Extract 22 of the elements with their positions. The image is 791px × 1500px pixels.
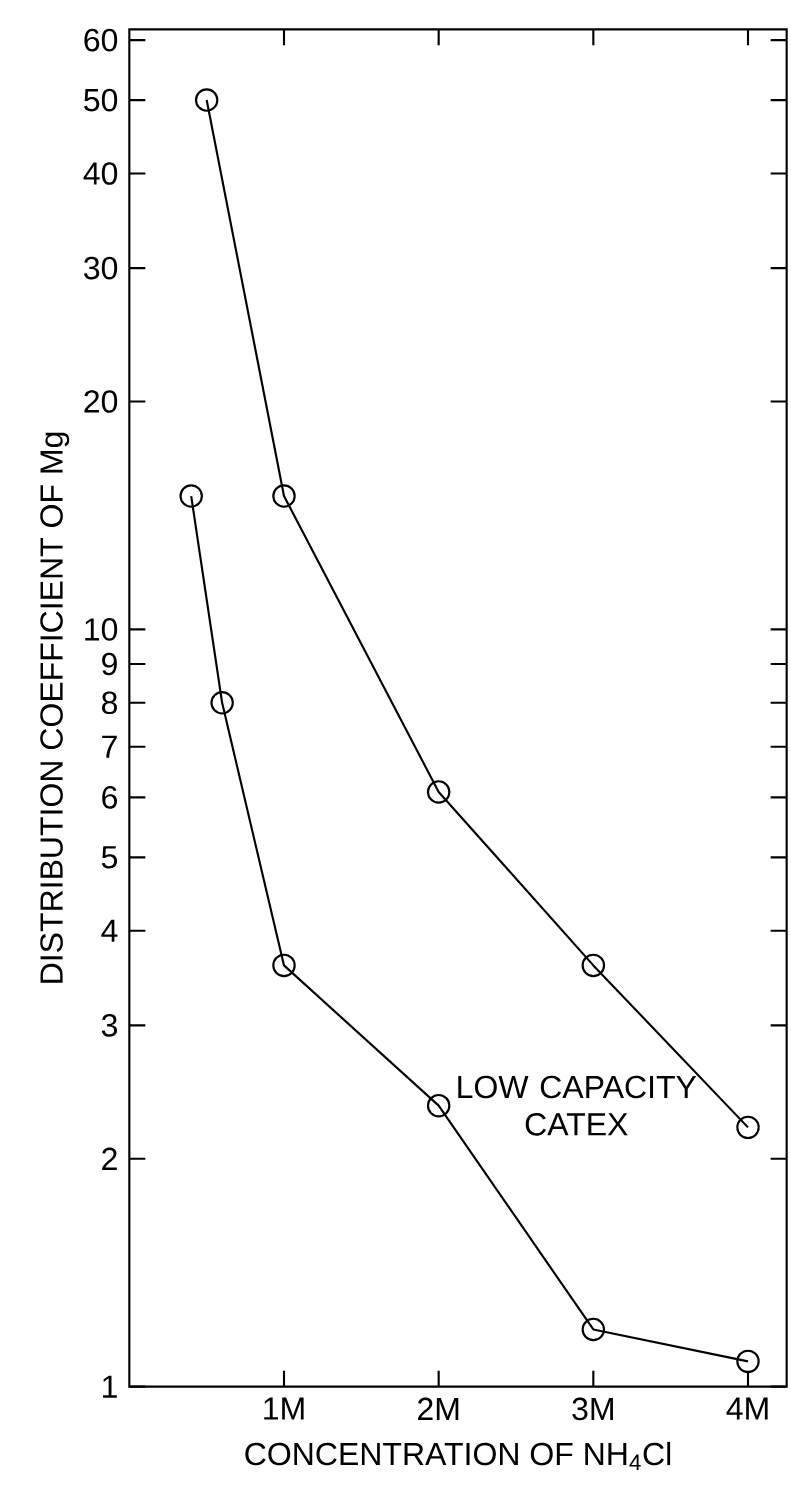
- y-tick-label: 50: [84, 88, 118, 112]
- y-tick-label: 9: [102, 652, 118, 676]
- y-tick-label: 3: [101, 1014, 118, 1037]
- legend-label: LOW CAPACITY CATEX: [458, 1075, 697, 1136]
- y-tick-label: 20: [84, 390, 118, 413]
- y-tick-label: 10: [85, 618, 118, 641]
- x-axis-title: CONCENTRATION OF NH$_{4}$Cl: [245, 1441, 671, 1471]
- y-tick-label: 2: [102, 1147, 117, 1170]
- y-tick-label: 30: [84, 256, 118, 280]
- y-tick-label: 6: [102, 786, 118, 809]
- y-tick-label: 4: [101, 919, 118, 942]
- x-tick-label: 3M: [572, 1397, 614, 1421]
- y-tick-label: 40: [83, 162, 118, 185]
- x-tick-label: 4M: [726, 1397, 768, 1420]
- x-tick-label: 2M: [418, 1397, 459, 1420]
- y-tick-label: 7: [102, 735, 117, 758]
- y-tick-label: 5: [102, 846, 118, 869]
- y-tick-label: 60: [84, 28, 118, 52]
- y-tick-label: 1: [103, 1375, 117, 1398]
- x-tick-label: 1M: [264, 1397, 304, 1420]
- y-tick-label: 8: [102, 691, 118, 715]
- y-axis-title: DISTRIBUTION COEFFICIENT OF Mg: [40, 432, 70, 983]
